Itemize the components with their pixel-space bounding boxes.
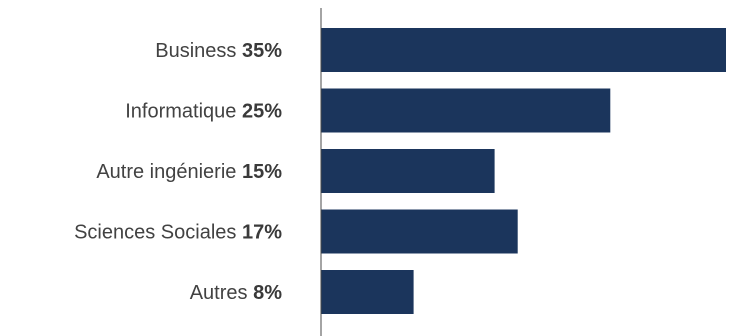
category-label-4: Autres 8%: [190, 282, 282, 304]
value-label: 8%: [248, 282, 283, 304]
bar-1: [321, 88, 611, 133]
value-label: 15%: [236, 161, 282, 183]
category-label-1: Informatique 25%: [125, 101, 282, 123]
bar-0: [321, 28, 726, 72]
category-label-3: Sciences Sociales 17%: [74, 222, 282, 244]
category-name: Autre ingénierie: [96, 161, 236, 183]
value-label: 17%: [236, 222, 282, 244]
category-labels-group: Business 35% Informatique 25% Autre ingéni…: [74, 40, 282, 304]
category-name: Informatique: [125, 101, 236, 123]
bar-3: [321, 209, 518, 254]
bar-2: [321, 149, 495, 193]
value-label: 35%: [236, 40, 282, 62]
bars-group: [321, 28, 726, 314]
category-name: Sciences Sociales: [74, 222, 236, 244]
value-label: 25%: [236, 101, 282, 123]
category-name: Autres: [190, 282, 248, 304]
bar-4: [321, 270, 414, 314]
category-label-2: Autre ingénierie 15%: [96, 161, 282, 183]
category-label-0: Business 35%: [155, 40, 282, 62]
category-name: Business: [155, 40, 236, 62]
